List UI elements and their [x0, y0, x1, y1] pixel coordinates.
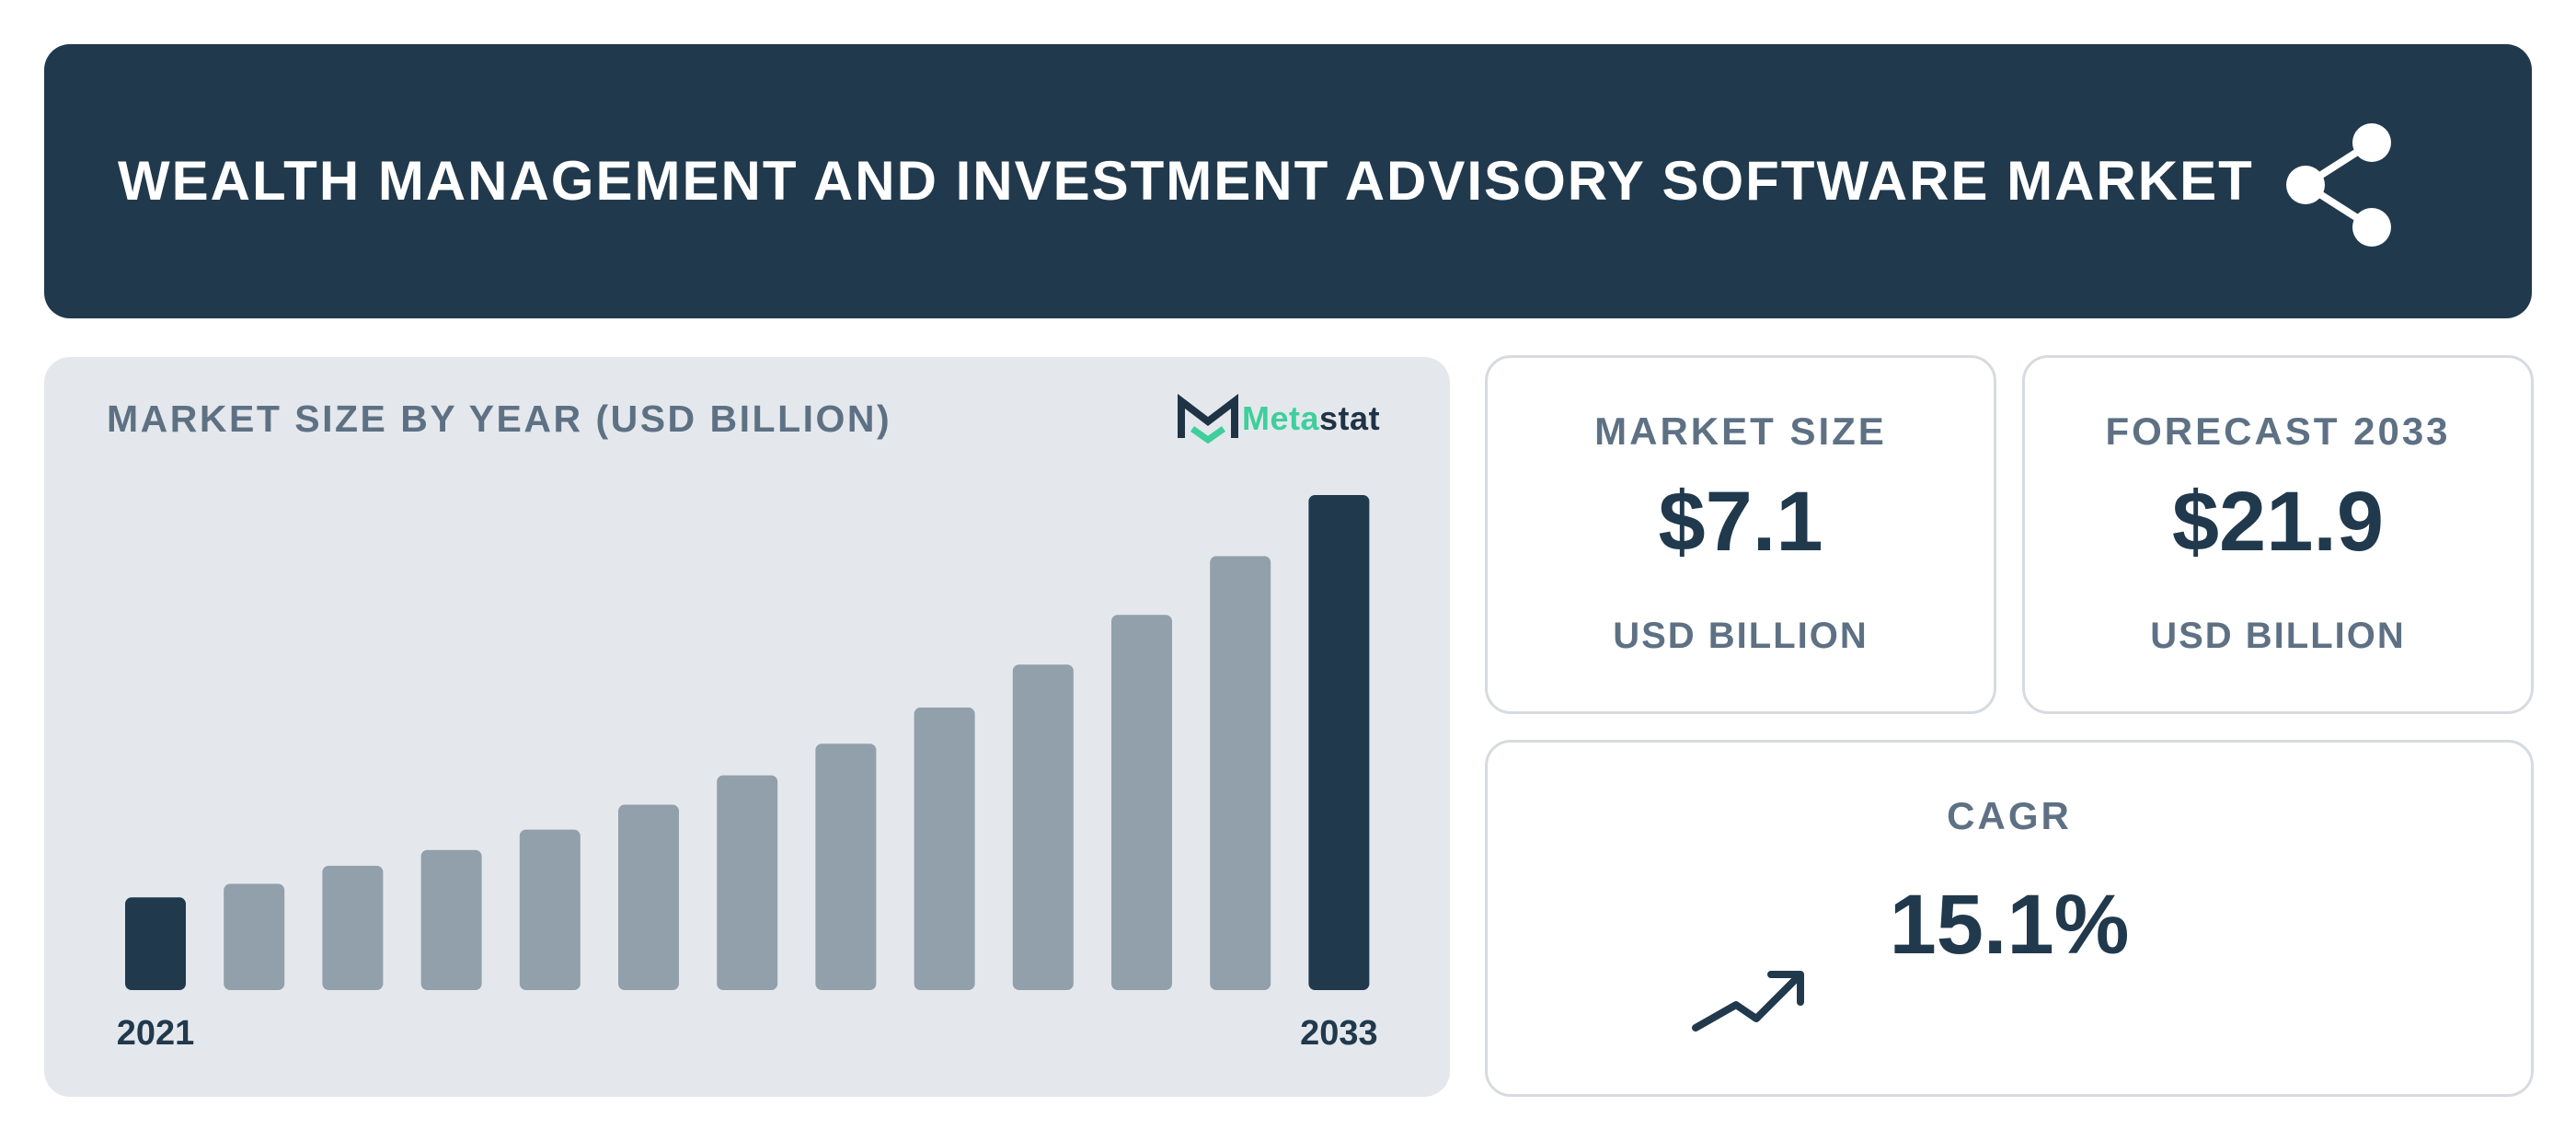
bar-2027 [717, 775, 778, 990]
page-title: WEALTH MANAGEMENT AND INVESTMENT ADVISOR… [118, 150, 2254, 212]
chart-card: MARKET SIZE BY YEAR (USD BILLION) Metast… [44, 357, 1450, 1097]
x-tick-label-2021: 2021 [117, 1014, 195, 1053]
market-size-card: MARKET SIZE $7.1 USD BILLION [1485, 355, 1996, 714]
bar-2026 [618, 804, 679, 990]
chart-title: MARKET SIZE BY YEAR (USD BILLION) [107, 398, 892, 440]
logo-text: Metastat [1242, 399, 1380, 438]
market-size-label: MARKET SIZE [1594, 409, 1887, 453]
metastat-logo-icon [1178, 394, 1238, 444]
forecast-value: $21.9 [2171, 475, 2385, 569]
bar-2029 [914, 707, 975, 990]
forecast-unit: USD BILLION [2150, 616, 2406, 656]
cagr-label: CAGR [1947, 794, 2072, 837]
bar-2024 [420, 849, 482, 990]
trend-up-icon [1692, 971, 1804, 1032]
bar-2033 [1308, 495, 1370, 990]
cagr-value: 15.1% [1889, 878, 2130, 972]
bar-chart: 2021 2033 [117, 495, 1378, 1053]
share-icon[interactable] [2274, 121, 2403, 249]
market-size-value: $7.1 [1658, 475, 1823, 569]
header-banner: WEALTH MANAGEMENT AND INVESTMENT ADVISOR… [44, 44, 2532, 318]
forecast-label: FORECAST 2033 [2105, 409, 2451, 453]
cagr-card: CAGR 15.1% [1485, 740, 2534, 1097]
bar-2031 [1111, 615, 1172, 990]
bar-2022 [224, 883, 285, 990]
market-size-unit: USD BILLION [1613, 616, 1869, 656]
metastat-logo: Metastat [1178, 394, 1380, 444]
bar-2023 [322, 865, 384, 990]
x-tick-label-2033: 2033 [1300, 1014, 1378, 1053]
forecast-card: FORECAST 2033 $21.9 USD BILLION [2022, 355, 2534, 714]
bar-2030 [1012, 664, 1074, 990]
bar-2025 [519, 829, 581, 990]
logo-text-part1: Meta [1242, 399, 1320, 437]
bar-2021 [125, 897, 186, 990]
bar-2032 [1210, 556, 1271, 990]
logo-text-part2: stat [1319, 399, 1381, 437]
bar-2028 [815, 743, 877, 990]
